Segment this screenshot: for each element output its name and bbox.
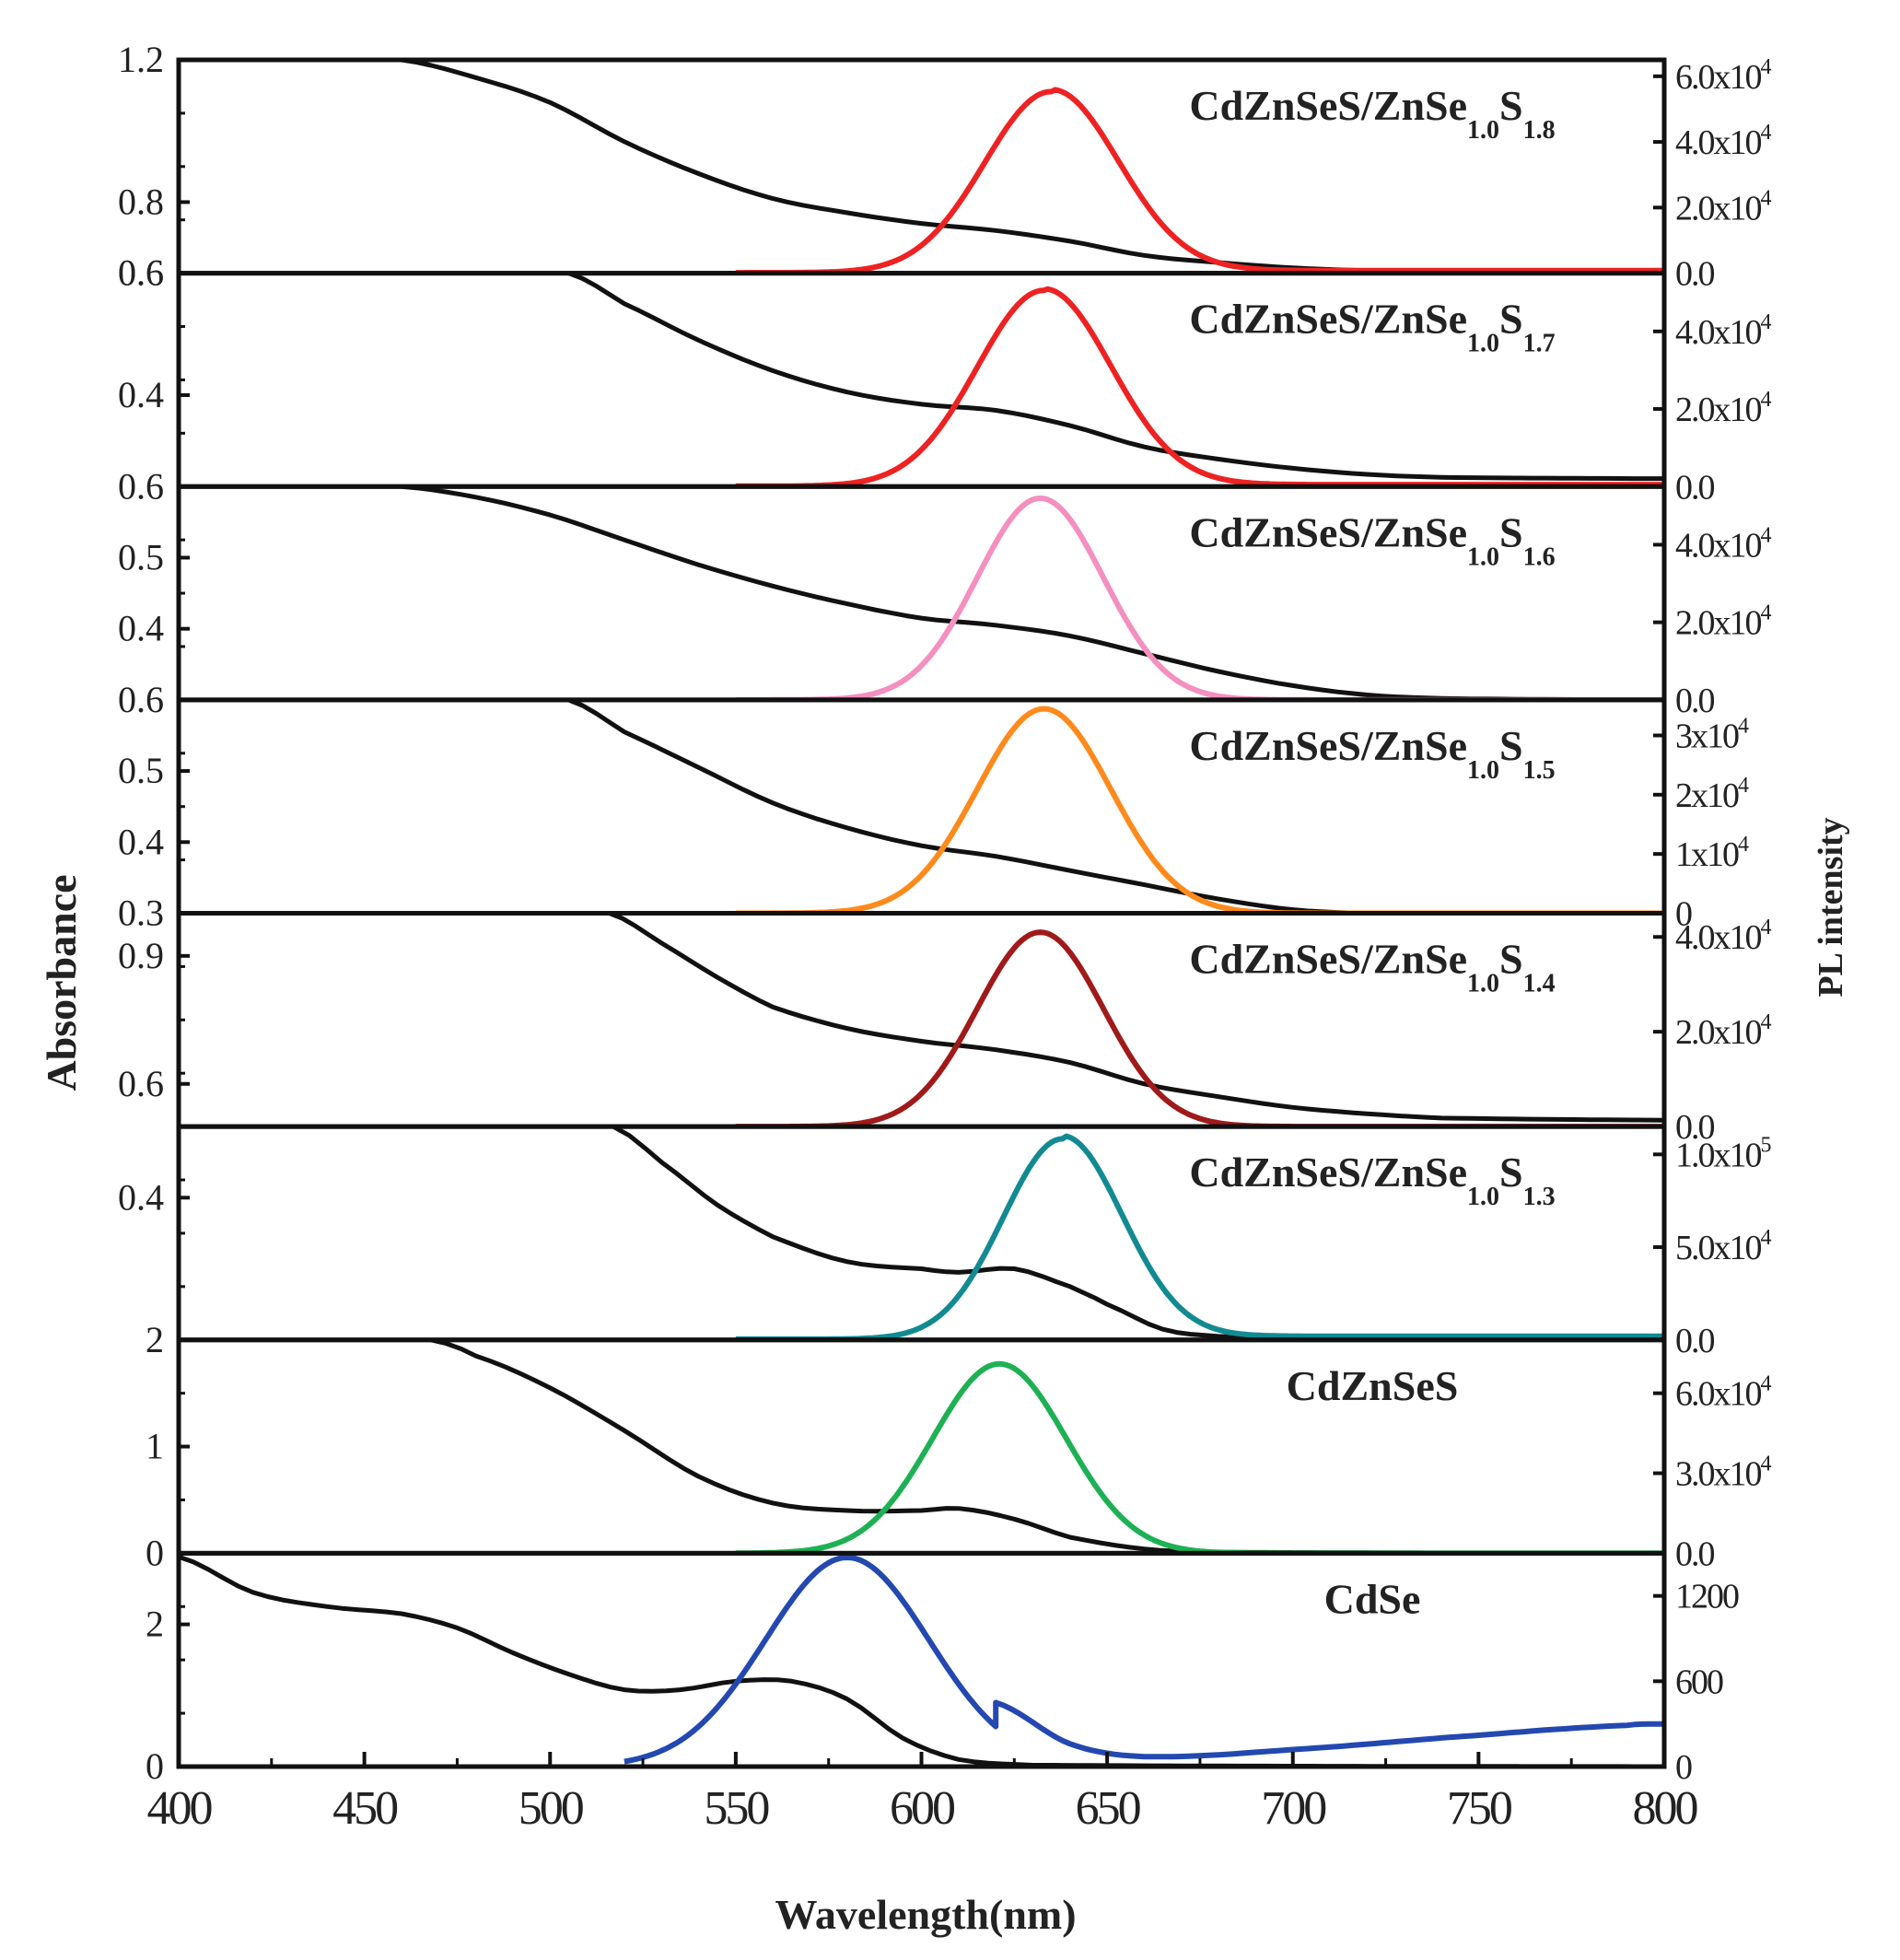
absorbance-curve-p3 bbox=[401, 486, 1664, 700]
x-tick-label: 400 bbox=[147, 1782, 213, 1835]
panel-label-p4: CdZnSeS/ZnSe1.0S1.5 bbox=[1189, 722, 1555, 785]
pl-tick-label-p1: 6.0x104 bbox=[1675, 55, 1772, 97]
pl-curve-p7 bbox=[735, 1360, 1664, 1554]
abs-tick-label-p7: 0 bbox=[146, 1532, 164, 1573]
pl-tick-label-p5: 0.0 bbox=[1675, 1108, 1715, 1147]
panel-frame-p8 bbox=[176, 1550, 1667, 1769]
panel-label-p6: CdZnSeS/ZnSe1.0S1.3 bbox=[1189, 1149, 1555, 1211]
abs-tick-label-p4: 0.6 bbox=[118, 679, 164, 720]
panel-label-p7: CdZnSeS bbox=[1287, 1362, 1459, 1409]
pl-tick-label-p4: 1x104 bbox=[1675, 833, 1749, 874]
panel-p1: 1.2 0.8 0.6 6.0x104 4.0x104 2.0x104 0.0 CdZnSeS… bbox=[118, 39, 1774, 294]
pl-curve-p3 bbox=[735, 495, 1664, 700]
pl-tick-label-p7: 6.0x104 bbox=[1675, 1372, 1772, 1414]
abs-tick-label-p3: 0.5 bbox=[118, 536, 164, 578]
abs-tick-label-p7: 2 bbox=[146, 1319, 164, 1360]
abs-tick-label-p2: 0.4 bbox=[118, 374, 164, 415]
panels-layer: 1.2 0.8 0.6 6.0x104 4.0x104 2.0x104 0.0 CdZnSeS… bbox=[118, 39, 1774, 1787]
abs-tick-label-p4: 0.4 bbox=[118, 821, 164, 862]
pl-tick-label-p4: 0 bbox=[1675, 895, 1692, 934]
abs-tick-label-p7: 1 bbox=[146, 1426, 164, 1467]
pl-tick-label-p3: 2.0x104 bbox=[1675, 601, 1772, 643]
x-axis-title: Wavelength(nm) bbox=[775, 1891, 1076, 1938]
pl-tick-label-p8: 0 bbox=[1675, 1748, 1692, 1787]
y-axis-title-right: PL intensity bbox=[1812, 817, 1850, 997]
pl-tick-label-p4: 2x104 bbox=[1675, 774, 1749, 815]
abs-tick-label-p2: 0.6 bbox=[118, 252, 164, 294]
pl-tick-label-p6: 0.0 bbox=[1675, 1322, 1715, 1360]
x-tick-label: 750 bbox=[1447, 1782, 1512, 1835]
abs-tick-label-p5: 0.9 bbox=[118, 935, 164, 976]
abs-tick-label-p8: 0 bbox=[146, 1745, 164, 1787]
pl-tick-label-p2: 2.0x104 bbox=[1675, 388, 1772, 429]
panel-p2: 0.6 0.4 4.0x104 2.0x104 0.0 CdZnSeS/ZnSe1.0S1… bbox=[118, 252, 1774, 508]
panel-p8: 2 0 1200 600 0 CdSe bbox=[146, 1550, 1741, 1787]
pl-tick-label-p6: 1.0x105 bbox=[1675, 1133, 1772, 1174]
x-tick-label: 700 bbox=[1261, 1782, 1326, 1835]
abs-tick-label-p1: 1.2 bbox=[118, 39, 164, 80]
panel-p7: 2 1 0 6.0x104 3.0x104 0.0 CdZnSeS bbox=[146, 1319, 1774, 1574]
absorbance-curve-p7 bbox=[430, 1339, 1664, 1554]
pl-curve-p6 bbox=[735, 1133, 1664, 1340]
pl-tick-label-p2: 4.0x104 bbox=[1675, 310, 1772, 352]
absorbance-curve-p2 bbox=[567, 273, 1664, 482]
abs-tick-label-p1: 0.6 bbox=[118, 252, 164, 294]
pl-tick-label-p2: 0.0 bbox=[1675, 468, 1715, 507]
abs-tick-label-p3: 0.6 bbox=[118, 465, 164, 507]
x-tick-label: 550 bbox=[704, 1782, 769, 1835]
absorbance-curve-p1 bbox=[401, 60, 1664, 274]
pl-tick-label-p7: 0.0 bbox=[1675, 1534, 1715, 1573]
abs-tick-label-p5: 0.6 bbox=[118, 1063, 164, 1104]
y-axis-title-left: Absorbance bbox=[38, 874, 85, 1091]
pl-tick-label-p8: 600 bbox=[1675, 1662, 1723, 1701]
x-tick-label: 500 bbox=[519, 1782, 584, 1835]
x-tick-label: 450 bbox=[332, 1782, 398, 1835]
absorbance-curve-p4 bbox=[567, 699, 1664, 914]
pl-tick-label-p8: 1200 bbox=[1675, 1578, 1739, 1616]
panel-p6: 0.4 1.0x105 5.0x104 0.0 CdZnSeS/ZnSe1.0S1.3 bbox=[118, 1124, 1774, 1360]
pl-tick-label-p1: 4.0x104 bbox=[1675, 121, 1772, 162]
x-axis: 400 450 500 550 600 650 700 750 800 bbox=[147, 1752, 1701, 1835]
absorbance-curve-p5 bbox=[608, 913, 1664, 1123]
pl-tick-label-p3: 4.0x104 bbox=[1675, 523, 1772, 565]
panel-p3: 0.6 0.5 0.4 4.0x104 2.0x104 0.0 CdZnSeS/ZnSe1.… bbox=[118, 465, 1774, 720]
panel-label-p3: CdZnSeS/ZnSe1.0S1.6 bbox=[1189, 508, 1555, 571]
absorbance-curve-p8 bbox=[179, 1554, 1664, 1767]
pl-curve-p8 bbox=[624, 1555, 1664, 1765]
pl-curve-p4 bbox=[735, 706, 1664, 914]
panel-p4: 0.6 0.5 0.4 0.3 3x104 2x104 1x104 0 CdZnSeS/ZnSe… bbox=[118, 679, 1751, 934]
pl-tick-label-p5: 2.0x104 bbox=[1675, 1010, 1772, 1052]
pl-curve-p1 bbox=[735, 87, 1664, 274]
panel-label-p5: CdZnSeS/ZnSe1.0S1.4 bbox=[1189, 936, 1555, 998]
pl-tick-label-p3: 0.0 bbox=[1675, 682, 1715, 720]
panel-p5: 0.9 0.6 4.0x104 2.0x104 0.0 CdZnSeS/ZnSe1.0S1… bbox=[118, 911, 1774, 1147]
abs-tick-label-p3: 0.4 bbox=[118, 608, 164, 649]
x-tick-label: 650 bbox=[1076, 1782, 1141, 1835]
panel-label-p8: CdSe bbox=[1324, 1575, 1421, 1622]
abs-tick-label-p8: 2 bbox=[146, 1604, 164, 1645]
abs-tick-label-p4: 0.5 bbox=[118, 750, 164, 791]
abs-tick-label-p6: 0.4 bbox=[118, 1176, 164, 1218]
x-tick-label: 600 bbox=[890, 1782, 955, 1835]
pl-tick-label-p7: 3.0x104 bbox=[1675, 1452, 1772, 1494]
pl-tick-label-p4: 3x104 bbox=[1675, 714, 1749, 755]
pl-tick-label-p1: 2.0x104 bbox=[1675, 186, 1772, 228]
abs-tick-label-p1: 0.8 bbox=[118, 181, 164, 222]
x-tick-label: 800 bbox=[1633, 1782, 1698, 1835]
pl-tick-label-p5: 4.0x104 bbox=[1675, 916, 1772, 957]
pl-tick-label-p1: 0.0 bbox=[1675, 255, 1715, 294]
panel-label-p2: CdZnSeS/ZnSe1.0S1.7 bbox=[1189, 296, 1555, 358]
pl-tick-label-p6: 5.0x104 bbox=[1675, 1226, 1772, 1267]
abs-tick-label-p4: 0.3 bbox=[118, 892, 164, 934]
panel-label-p1: CdZnSeS/ZnSe1.0S1.8 bbox=[1189, 82, 1555, 145]
